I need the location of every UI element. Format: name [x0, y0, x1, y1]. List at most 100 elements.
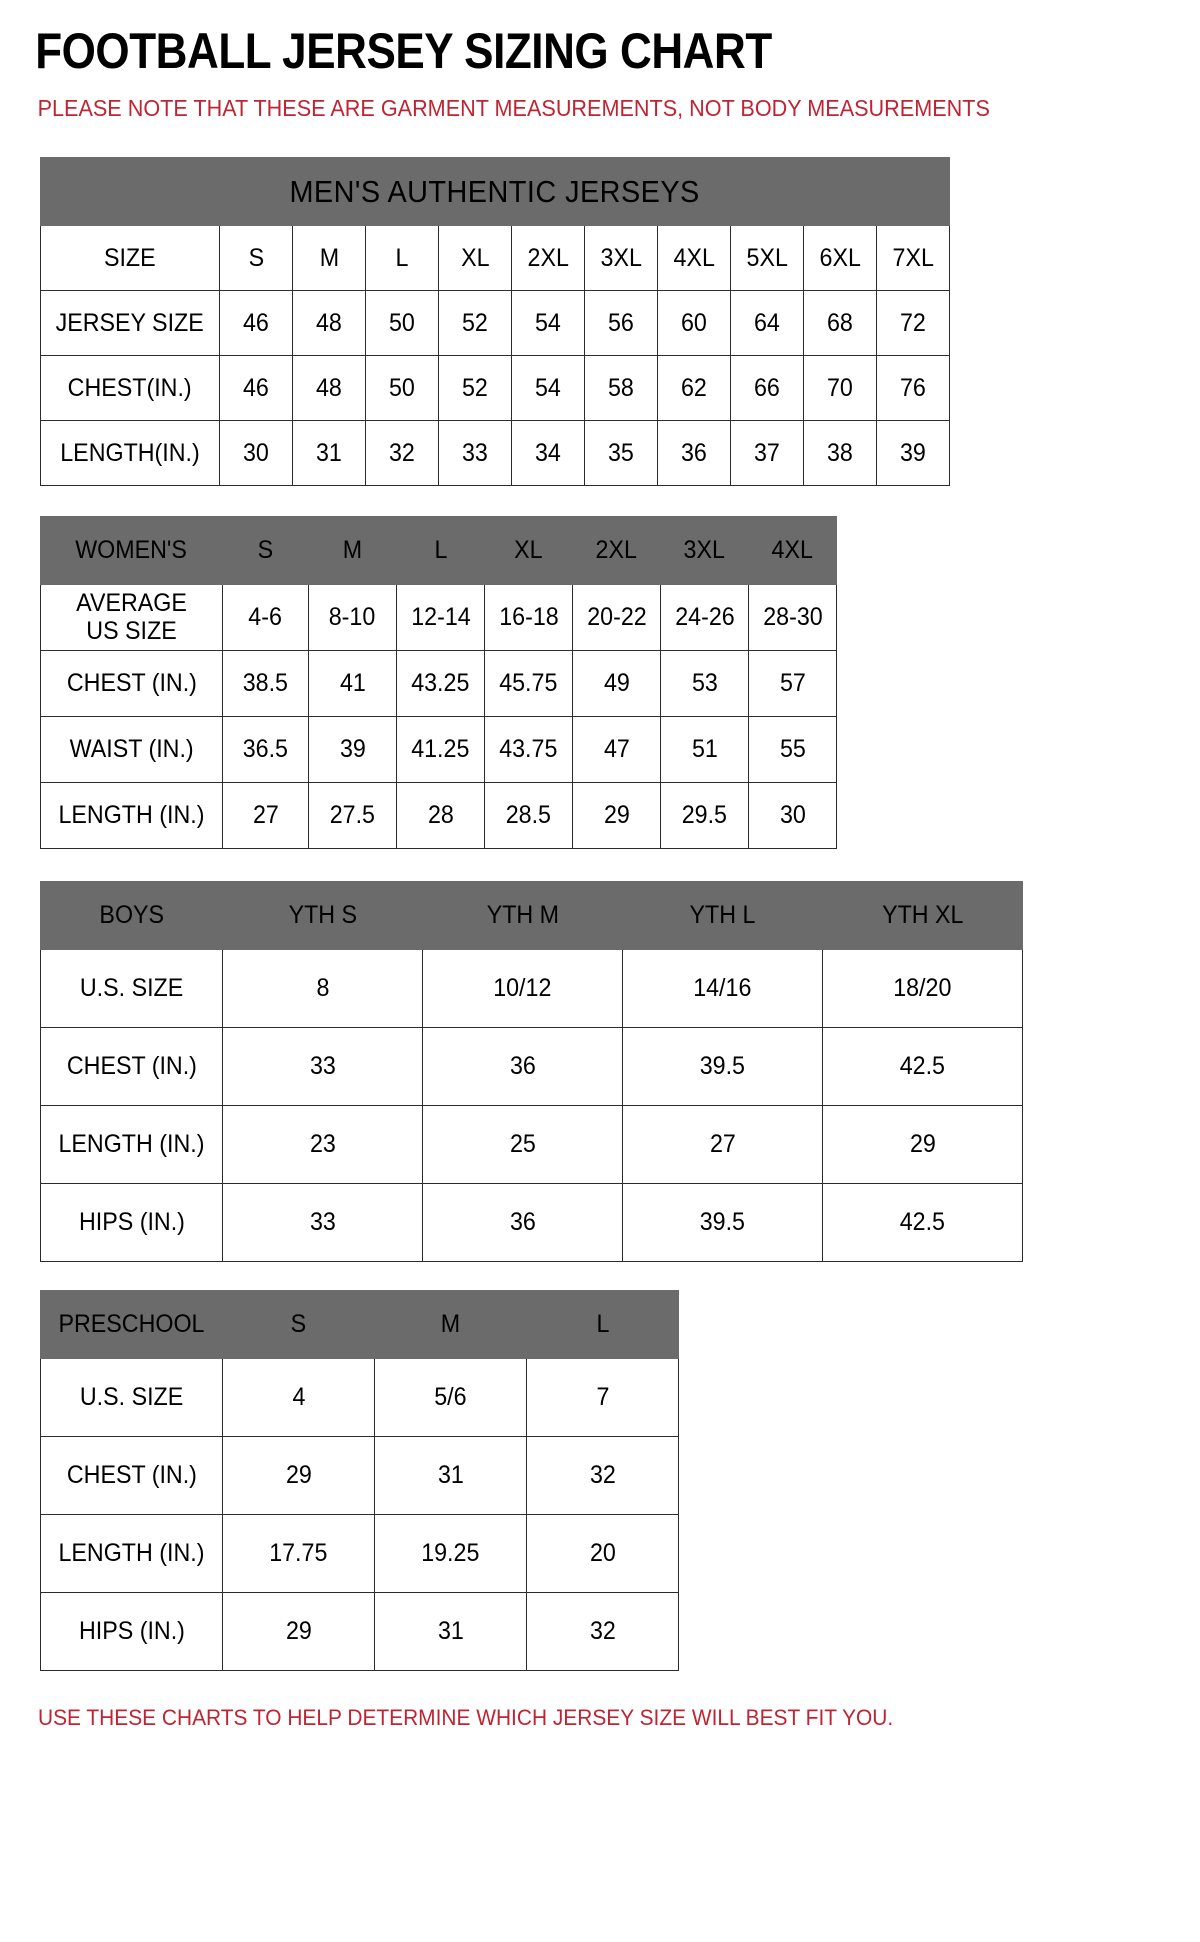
mens-cell-jersey-size-4xl-text: 60 [681, 308, 707, 337]
boys-cell-length-in-yth-l: 27 [622, 1105, 823, 1185]
mens-cell-chest-in-2xl-text: 54 [535, 373, 561, 402]
boys-row-label-u-s-size: U.S. SIZE [40, 949, 223, 1029]
womens-cell-average-us-size-xl-text: 16-18 [498, 603, 559, 632]
preschool-column-header-l-text: L [596, 1310, 609, 1339]
table-row: HIPS (IN.) 33 36 39.5 42.5 [40, 1183, 1023, 1263]
preschool-cell-u-s-size-s-text: 4 [292, 1383, 305, 1412]
boys-row-label-hips-in: HIPS (IN.) [40, 1183, 223, 1263]
womens-cell-average-us-size-xl: 16-18 [484, 584, 573, 652]
womens-cell-waist-in-m: 39 [308, 716, 397, 784]
mens-column-header-m: M [292, 225, 366, 292]
page-title: FOOTBALL JERSEY SIZING CHART [35, 23, 772, 79]
boys-cell-chest-in-yth-m: 36 [422, 1027, 623, 1107]
mens-cell-chest-in-7xl: 76 [876, 355, 950, 422]
preschool-column-header-l: L [526, 1290, 679, 1360]
womens-cell-length-in-2xl: 29 [572, 782, 661, 850]
womens-cell-chest-in-xl-text: 45.75 [499, 669, 558, 698]
mens-cell-jersey-size-l: 50 [365, 290, 439, 357]
preschool-cell-chest-in-m-text: 31 [437, 1461, 464, 1490]
boys-cell-length-in-yth-m-text: 25 [509, 1130, 536, 1159]
boys-column-header-yth-s: YTH S [222, 881, 423, 951]
womens-cell-waist-in-m-text: 39 [339, 735, 366, 764]
mens-corner-label-text: SIZE [104, 243, 156, 272]
mens-cell-chest-in-4xl: 62 [657, 355, 731, 422]
womens-cell-waist-in-s-text: 36.5 [242, 735, 289, 764]
boys-column-header-yth-m: YTH M [422, 881, 623, 951]
mens-cell-length-in-l: 32 [365, 420, 439, 487]
womens-cell-length-in-m: 27.5 [308, 782, 397, 850]
preschool-row-label-u-s-size-text: U.S. SIZE [79, 1383, 184, 1412]
mens-cell-jersey-size-6xl-text: 68 [827, 308, 853, 337]
mens-cell-jersey-size-m-text: 48 [316, 308, 342, 337]
mens-cell-jersey-size-m: 48 [292, 290, 366, 357]
mens-cell-chest-in-5xl-text: 66 [754, 373, 780, 402]
mens-cell-jersey-size-s: 46 [219, 290, 293, 357]
boys-cell-u-s-size-yth-s: 8 [222, 949, 423, 1029]
boys-cell-hips-in-yth-l-text: 39.5 [699, 1208, 746, 1237]
womens-cell-chest-in-4xl-text: 57 [779, 669, 806, 698]
womens-cell-chest-in-4xl: 57 [748, 650, 837, 718]
mens-cell-chest-in-7xl-text: 76 [900, 373, 926, 402]
boys-cell-chest-in-yth-l-text: 39.5 [699, 1052, 746, 1081]
mens-column-header-l: L [365, 225, 439, 292]
boys-cell-chest-in-yth-xl-text: 42.5 [899, 1052, 946, 1081]
mens-column-header-3xl-text: 3XL [600, 243, 642, 272]
preschool-column-header-m: M [374, 1290, 527, 1360]
mens-cell-jersey-size-7xl-text: 72 [900, 308, 926, 337]
womens-cell-waist-in-l: 41.25 [396, 716, 485, 784]
mens-cell-length-in-6xl: 38 [803, 420, 877, 487]
womens-cell-length-in-s-text: 27 [252, 801, 279, 830]
mens-cell-chest-in-m: 48 [292, 355, 366, 422]
mens-cell-jersey-size-2xl-text: 54 [535, 308, 561, 337]
womens-column-header-2xl: 2XL [572, 516, 661, 586]
mens-cell-length-in-l-text: 32 [389, 438, 415, 467]
mens-column-header-4xl: 4XL [657, 225, 731, 292]
preschool-row-label-u-s-size: U.S. SIZE [40, 1358, 223, 1438]
mens-column-header-xl-text: XL [460, 243, 490, 272]
boys-cell-chest-in-yth-xl: 42.5 [822, 1027, 1023, 1107]
table-row: LENGTH (IN.) 23 25 27 29 [40, 1105, 1023, 1185]
boys-column-header-yth-xl-text: YTH XL [881, 901, 964, 930]
boys-cell-chest-in-yth-l: 39.5 [622, 1027, 823, 1107]
boys-cell-hips-in-yth-m-text: 36 [509, 1208, 536, 1237]
mens-cell-length-in-5xl: 37 [730, 420, 804, 487]
womens-cell-average-us-size-4xl-text: 28-30 [762, 603, 823, 632]
table-row: U.S. SIZE 8 10/12 14/16 18/20 [40, 949, 1023, 1029]
womens-cell-average-us-size-m: 8-10 [308, 584, 397, 652]
mens-column-header-6xl-text: 6XL [819, 243, 861, 272]
mens-sizing-table: MEN'S AUTHENTIC JERSEYS SIZE S M L XL 2XL 3XL 4X… [40, 157, 950, 487]
mens-cell-chest-in-6xl: 70 [803, 355, 877, 422]
table-row: CHEST (IN.) 33 36 39.5 42.5 [40, 1027, 1023, 1107]
boys-cell-hips-in-yth-m: 36 [422, 1183, 623, 1263]
mens-cell-length-in-m-text: 31 [316, 438, 342, 467]
boys-cell-hips-in-yth-xl: 42.5 [822, 1183, 1023, 1263]
preschool-cell-hips-in-s: 29 [222, 1592, 375, 1672]
mens-column-header-3xl: 3XL [584, 225, 658, 292]
mens-column-header-5xl-text: 5XL [746, 243, 788, 272]
mens-cell-chest-in-xl: 52 [438, 355, 512, 422]
womens-cell-waist-in-3xl: 51 [660, 716, 749, 784]
boys-row-label-chest-in-text: CHEST (IN.) [66, 1052, 197, 1081]
mens-cell-chest-in-s: 46 [219, 355, 293, 422]
womens-cell-waist-in-2xl: 47 [572, 716, 661, 784]
preschool-row-label-hips-in: HIPS (IN.) [40, 1592, 223, 1672]
womens-cell-average-us-size-s: 4-6 [222, 584, 309, 652]
preschool-cell-hips-in-m: 31 [374, 1592, 527, 1672]
mens-cell-length-in-m: 31 [292, 420, 366, 487]
womens-cell-length-in-l: 28 [396, 782, 485, 850]
boys-column-header-yth-l: YTH L [622, 881, 823, 951]
boys-row-label-length-in-text: LENGTH (IN.) [58, 1130, 205, 1159]
table-row: LENGTH (IN.) 27 27.5 28 28.5 29 29.5 30 [40, 782, 837, 850]
mens-cell-length-in-xl-text: 33 [462, 438, 488, 467]
boys-cell-u-s-size-yth-l-text: 14/16 [693, 974, 752, 1003]
womens-cell-chest-in-m: 41 [308, 650, 397, 718]
table-row: LENGTH (IN.) 17.75 19.25 20 [40, 1514, 679, 1594]
boys-row-label-hips-in-text: HIPS (IN.) [78, 1208, 185, 1237]
table-row: CHEST (IN.) 29 31 32 [40, 1436, 679, 1516]
mens-cell-jersey-size-3xl-text: 56 [608, 308, 634, 337]
preschool-cell-hips-in-m-text: 31 [437, 1617, 464, 1646]
womens-column-header-xl-text: XL [514, 536, 543, 565]
table-row: HIPS (IN.) 29 31 32 [40, 1592, 679, 1672]
mens-cell-length-in-5xl-text: 37 [754, 438, 780, 467]
womens-cell-length-in-2xl-text: 29 [603, 801, 630, 830]
